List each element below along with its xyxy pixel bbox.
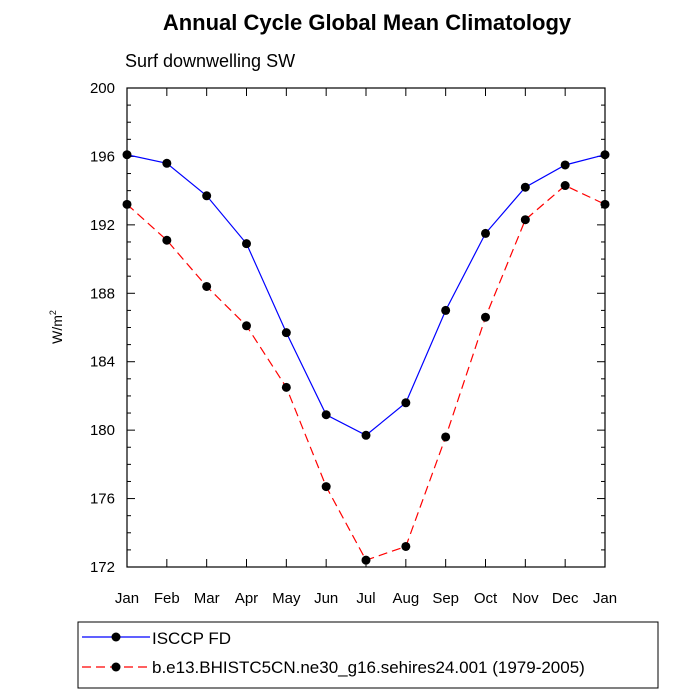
x-tick-label: Sep (432, 590, 459, 607)
y-tick-label: 176 (90, 491, 115, 508)
legend: ISCCP FD b.e13.BHISTC5CN.ne30_g16.sehire… (77, 621, 659, 689)
series-1-point (560, 181, 570, 191)
y-tick-label: 196 (90, 148, 115, 165)
legend-box (77, 621, 659, 689)
x-tick-label: May (272, 590, 301, 607)
series-0-point (281, 328, 291, 338)
x-tick-label: Feb (154, 590, 180, 607)
series-0-point (122, 150, 132, 160)
y-tick-label: 172 (90, 559, 115, 576)
series-line-1 (126, 184, 606, 561)
y-tick-label: 184 (90, 354, 115, 371)
x-tick-label: Dec (552, 590, 579, 607)
series-1-point (281, 382, 291, 392)
plot-area (126, 87, 606, 568)
y-axis-label-sup: 2 (48, 310, 58, 315)
x-tick-label: Apr (235, 590, 258, 607)
y-axis-label: W/m2 (48, 310, 65, 344)
series-1-point (162, 235, 172, 245)
series-0-point (481, 228, 490, 238)
series-0-point (361, 430, 371, 440)
plot-frame (126, 87, 606, 568)
series-1-point (520, 215, 530, 225)
series-1-point (600, 199, 610, 209)
series-0-point (600, 150, 610, 160)
x-tick-label: Nov (512, 590, 539, 607)
series-0-point (401, 398, 411, 408)
series-1-point (321, 482, 331, 492)
chart-subtitle: Surf downwelling SW (125, 51, 295, 71)
x-tick-label: Jul (356, 590, 375, 607)
series-0-point (520, 182, 530, 192)
x-tick-label: Jun (314, 590, 338, 607)
series-1-point (481, 312, 490, 322)
series-1-point (242, 321, 251, 331)
legend-label-isccp: ISCCP FD (152, 629, 231, 648)
series-0-point (560, 160, 570, 170)
x-tick-label: Jan (115, 590, 139, 607)
series-0-point (441, 305, 451, 315)
series-0-point (202, 191, 212, 201)
series-1-point (441, 432, 451, 442)
series-1-point (122, 199, 132, 209)
legend-label-model: b.e13.BHISTC5CN.ne30_g16.sehires24.001 (… (152, 658, 585, 677)
series-line-0 (126, 154, 606, 436)
legend-marker-isccp (111, 632, 121, 642)
x-tick-label: Mar (194, 590, 220, 607)
y-axis-label-unit: W/m (49, 315, 65, 344)
series-0-point (242, 239, 251, 249)
y-tick-label: 180 (90, 422, 115, 439)
chart-title: Annual Cycle Global Mean Climatology (163, 10, 572, 35)
y-tick-label: 188 (90, 285, 115, 302)
legend-marker-model (111, 662, 121, 672)
series-0-point (321, 410, 331, 420)
y-tick-label: 192 (90, 217, 115, 234)
series-0-point (162, 158, 172, 168)
y-tick-label: 200 (90, 80, 115, 97)
series-1-point (401, 541, 411, 551)
series-1-point (361, 555, 371, 565)
x-tick-label: Aug (392, 590, 419, 607)
series-layer (122, 150, 610, 565)
axis-ticks: 172 176 180 184 188 192 196 200 Jan Feb Mar Apr May J… (90, 80, 617, 607)
series-1-point (202, 281, 212, 291)
x-tick-label: Jan (593, 590, 617, 607)
x-tick-label: Oct (474, 590, 498, 607)
